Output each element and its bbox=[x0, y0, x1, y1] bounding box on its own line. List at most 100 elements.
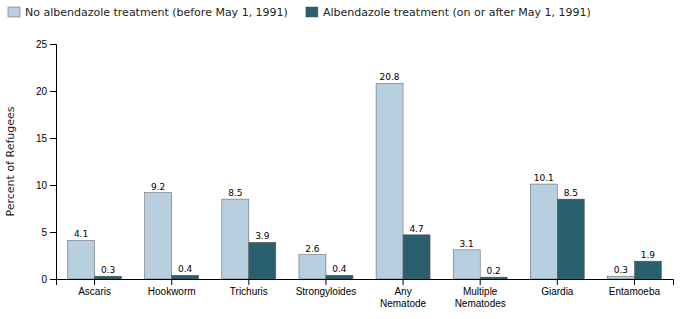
x-tick-label-line: Hookworm bbox=[148, 286, 196, 297]
bar bbox=[326, 275, 353, 279]
x-tick-mark bbox=[403, 279, 404, 285]
data-label: 8.5 bbox=[564, 188, 578, 198]
y-tick-label: 25 bbox=[36, 39, 48, 50]
x-tick-label: Entamoeba bbox=[609, 286, 661, 297]
data-label: 10.1 bbox=[534, 173, 554, 183]
y-tick-label: 20 bbox=[36, 86, 48, 97]
y-tick: 25 bbox=[36, 39, 56, 50]
x-tick-label-line: Trichuris bbox=[230, 286, 268, 297]
legend-swatch bbox=[8, 7, 20, 17]
x-tick: Strongyloides bbox=[296, 279, 357, 297]
x-tick-label: Strongyloides bbox=[296, 286, 357, 297]
x-tick-label-line: Nematodes bbox=[455, 298, 506, 309]
y-tick: 20 bbox=[36, 86, 56, 97]
x-tick: AnyNematode bbox=[380, 279, 427, 309]
x-tick: Ascaris bbox=[78, 279, 111, 297]
data-label: 20.8 bbox=[380, 72, 400, 82]
bar bbox=[634, 261, 661, 279]
x-tick-mark bbox=[325, 279, 326, 285]
x-tick-label: Hookworm bbox=[148, 286, 196, 297]
y-axis: 0 5 10 15 20 25 bbox=[36, 39, 57, 285]
y-tick: 15 bbox=[36, 133, 56, 144]
legend-item: No albendazole treatment (before May 1, … bbox=[8, 6, 288, 19]
series bbox=[68, 83, 635, 279]
bar bbox=[249, 242, 276, 279]
bar bbox=[453, 250, 480, 279]
bar bbox=[172, 275, 199, 279]
x-tick-label: AnyNematode bbox=[380, 286, 427, 309]
y-tick: 5 bbox=[41, 227, 56, 238]
bar bbox=[299, 255, 326, 279]
x-tick-label: Ascaris bbox=[78, 286, 111, 297]
bar bbox=[95, 276, 122, 279]
data-label: 4.7 bbox=[409, 224, 423, 234]
x-tick-label-line: Nematode bbox=[380, 298, 427, 309]
data-label: 1.9 bbox=[641, 250, 656, 260]
y-tick-mark bbox=[50, 279, 56, 280]
legend-swatch bbox=[306, 7, 318, 17]
bar bbox=[607, 276, 634, 279]
data-label: 4.1 bbox=[74, 229, 88, 239]
y-tick-mark bbox=[50, 91, 56, 92]
x-tick: MultipleNematodes bbox=[455, 279, 506, 309]
y-axis-line bbox=[50, 45, 57, 280]
x-axis: Ascaris Hookworm Trichuris Strongyloides Any… bbox=[57, 279, 674, 309]
legend: No albendazole treatment (before May 1, … bbox=[8, 6, 591, 19]
data-label: 8.5 bbox=[228, 188, 242, 198]
bar bbox=[557, 199, 584, 279]
bar bbox=[68, 240, 95, 279]
bar bbox=[480, 277, 507, 279]
y-tick-label: 0 bbox=[41, 274, 47, 285]
y-tick-label: 10 bbox=[36, 180, 48, 191]
y-tick: 10 bbox=[36, 180, 56, 191]
data-label: 3.1 bbox=[460, 239, 474, 249]
data-label: 2.6 bbox=[305, 244, 320, 254]
y-tick: 0 bbox=[41, 274, 56, 285]
data-label: 0.4 bbox=[178, 264, 193, 274]
x-tick-label: MultipleNematodes bbox=[455, 286, 506, 309]
x-tick: Giardia bbox=[541, 279, 574, 297]
x-tick-label-line: Giardia bbox=[541, 286, 574, 297]
series bbox=[95, 199, 662, 279]
x-tick-label-line: Any bbox=[394, 286, 411, 297]
plot: 0 5 10 15 20 25 Ascaris Hookworm Trichuris Strong… bbox=[36, 39, 674, 309]
data-label: 0.3 bbox=[101, 265, 115, 275]
data-label: 3.9 bbox=[255, 231, 270, 241]
y-tick-label: 15 bbox=[36, 133, 48, 144]
chart: No albendazole treatment (before May 1, … bbox=[0, 0, 685, 319]
x-tick-mark bbox=[480, 279, 481, 285]
x-tick: Hookworm bbox=[148, 279, 196, 297]
x-tick-mark bbox=[171, 279, 172, 285]
y-axis-title: Percent of Refugees bbox=[4, 106, 17, 216]
data-label: 0.4 bbox=[332, 264, 347, 274]
bar bbox=[222, 199, 249, 279]
bar bbox=[403, 235, 430, 279]
bar bbox=[145, 193, 172, 279]
x-tick-label: Trichuris bbox=[230, 286, 268, 297]
bars bbox=[68, 83, 662, 279]
x-tick-mark bbox=[94, 279, 95, 285]
y-tick-mark bbox=[50, 138, 56, 139]
x-tick-mark bbox=[557, 279, 558, 285]
x-axis-line bbox=[57, 280, 674, 286]
x-tick: Entamoeba bbox=[609, 279, 661, 297]
legend-item: Albendazole treatment (on or after May 1… bbox=[306, 6, 591, 19]
data-label: 0.3 bbox=[614, 265, 628, 275]
y-tick-mark bbox=[50, 232, 56, 233]
y-tick-mark bbox=[50, 185, 56, 186]
data-label: 9.2 bbox=[151, 182, 165, 192]
x-tick-mark bbox=[634, 279, 635, 285]
legend-label: No albendazole treatment (before May 1, … bbox=[25, 6, 288, 19]
bar bbox=[376, 83, 403, 279]
data-labels: 4.1 9.2 8.5 2.6 20.8 3.1 10.1 0.3 0.3 0.4 3.9 0.4 4.… bbox=[74, 72, 655, 276]
x-tick-label-line: Multiple bbox=[463, 286, 498, 297]
x-tick-label-line: Entamoeba bbox=[609, 286, 661, 297]
x-tick: Trichuris bbox=[230, 279, 268, 297]
y-tick-mark bbox=[50, 44, 56, 45]
data-label: 0.2 bbox=[487, 266, 501, 276]
x-tick-mark bbox=[248, 279, 249, 285]
bar bbox=[530, 184, 557, 279]
x-tick-label-line: Strongyloides bbox=[296, 286, 357, 297]
x-tick-label-line: Ascaris bbox=[78, 286, 111, 297]
legend-label: Albendazole treatment (on or after May 1… bbox=[323, 6, 591, 19]
